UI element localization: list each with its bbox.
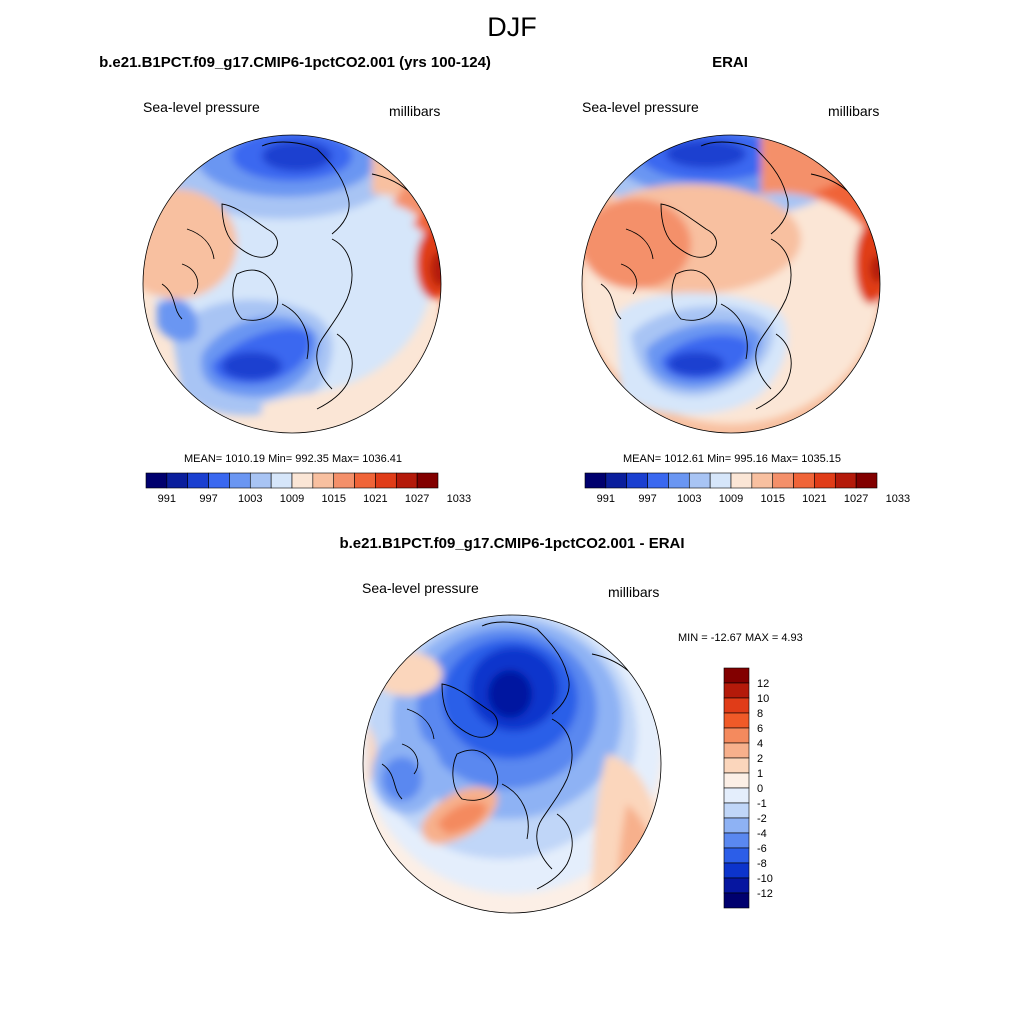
difference-colorbar-tick-label: -8 [757, 858, 767, 870]
panel-1-colorbar-tick-label: 997 [199, 493, 217, 505]
difference-colorbar-tick-label: 10 [757, 693, 769, 705]
panel-2-stats: MEAN= 1012.61 Min= 995.16 Max= 1035.15 [622, 453, 841, 465]
panel-1-colorbar-tick-label: 1003 [238, 493, 262, 505]
panel-1-colorbar-swatch [229, 472, 251, 489]
panel-2-colorbar-tick-label: 991 [597, 493, 615, 505]
difference-colorbar-swatch [723, 682, 750, 699]
panel-1-colorbar-swatch [354, 472, 376, 489]
panel-3-variable-label: Sea-level pressure [362, 580, 479, 596]
panel-1-colorbar-swatch [187, 472, 209, 489]
panel-1-stats: MEAN= 1010.19 Min= 992.35 Max= 1036.41 [183, 453, 402, 465]
page-title: DJF [487, 12, 537, 42]
panel-2-colorbar-tick-label: 997 [638, 493, 656, 505]
difference-colorbar-swatch [723, 802, 750, 819]
panel-2-variable-label: Sea-level pressure [582, 99, 699, 115]
panel-2-colorbar-swatch [834, 472, 857, 489]
panel-1-units-label: millibars [389, 103, 441, 119]
panel-1-colorbar-swatch [395, 472, 418, 489]
panel-1-colorbar-swatch [375, 472, 397, 489]
panel-2-colorbar-tick-label: 1027 [844, 493, 868, 505]
difference-colorbar-swatch [723, 757, 750, 774]
panel-2-colorbar-tick-label: 1009 [719, 493, 743, 505]
panel-1-colorbar-tick-label: 1015 [321, 493, 345, 505]
difference-colorbar-tick-label: -6 [757, 843, 767, 855]
difference-colorbar-tick-label: -10 [757, 873, 773, 885]
difference-colorbar-swatch [723, 862, 750, 879]
difference-colorbar-tick-label: -1 [757, 798, 767, 810]
panel-2-colorbar-swatch [668, 472, 690, 489]
difference-slp-map [362, 614, 662, 914]
difference-colorbar-swatch [723, 772, 750, 789]
panel-2-colorbar-swatch [814, 472, 836, 489]
panel-1-colorbar-tick-label: 1027 [405, 493, 429, 505]
panel-1-colorbar-tick-label: 1033 [447, 493, 471, 505]
panel-1-colorbar-swatch [166, 472, 189, 489]
panel-2-colorbar-swatch [751, 472, 774, 489]
panel-2-colorbar-swatch [626, 472, 648, 489]
panel-2-colorbar-swatch [584, 472, 607, 489]
difference-colorbar-swatch [723, 787, 750, 804]
difference-colorbar-swatch [723, 697, 750, 714]
panel-2-colorbar-swatch [730, 472, 753, 489]
panel-1-title: b.e21.B1PCT.f09_g17.CMIP6-1pctCO2.001 (y… [99, 54, 491, 71]
panel-2-units-label: millibars [828, 103, 880, 119]
panel-3-title: b.e21.B1PCT.f09_g17.CMIP6-1pctCO2.001 - … [339, 535, 685, 552]
panel-1-colorbar-swatch [270, 472, 293, 489]
panel-2-colorbar-swatch [855, 472, 878, 489]
panel-1-colorbar-swatch [333, 472, 355, 489]
panel-2-colorbar-tick-label: 1015 [760, 493, 784, 505]
difference-colorbar-swatch [723, 817, 750, 834]
panel-2-colorbar-swatch [709, 472, 732, 489]
difference-colorbar-swatch [723, 877, 750, 894]
panel-2-colorbar: 991 997 1003 1009 1015 1021 1027 1033 [584, 472, 910, 505]
model-slp-map [142, 134, 442, 434]
difference-colorbar-swatch [723, 742, 750, 759]
difference-colorbar-tick-label: 6 [757, 723, 763, 735]
panel-2-colorbar-swatch [605, 472, 628, 489]
panel-1-variable-label: Sea-level pressure [143, 99, 260, 115]
panel-3-stats: MIN = -12.67 MAX = 4.93 [678, 632, 803, 644]
difference-colorbar-tick-label: 0 [757, 783, 763, 795]
panel-1-colorbar-tick-label: 1009 [280, 493, 304, 505]
difference-colorbar-tick-label: -2 [757, 813, 767, 825]
difference-colorbar-swatch [723, 892, 750, 909]
panel-1-colorbar-swatch [208, 472, 230, 489]
difference-colorbar-tick-label: -4 [757, 828, 767, 840]
panel-1-colorbar-swatch [249, 472, 272, 489]
panel-2-colorbar-swatch [688, 472, 711, 489]
panel-1-colorbar-swatch [416, 472, 439, 489]
panel-2-colorbar-tick-label: 1021 [802, 493, 826, 505]
panel-3-units-label: millibars [608, 584, 660, 600]
panel-2-colorbar-tick-label: 1003 [677, 493, 701, 505]
difference-colorbar-tick-label: 1 [757, 768, 763, 780]
difference-colorbar-tick-label: 4 [757, 738, 763, 750]
panel-2-colorbar-swatch [647, 472, 669, 489]
panel-1-colorbar-swatch [145, 472, 168, 489]
panel-2-colorbar-swatch [772, 472, 794, 489]
panel-2-title: ERAI [712, 54, 748, 71]
difference-colorbar-tick-label: 8 [757, 708, 763, 720]
panel-2-colorbar-tick-label: 1033 [886, 493, 910, 505]
panel-1-colorbar-tick-label: 991 [158, 493, 176, 505]
panel-2-colorbar-swatch [793, 472, 815, 489]
difference-colorbar-swatch [723, 847, 750, 864]
panel-1-colorbar: 991 997 1003 1009 1015 1021 1027 1033 [145, 472, 471, 505]
erai-slp-map [581, 134, 881, 434]
panel-1-colorbar-swatch [312, 472, 335, 489]
difference-colorbar-swatch [723, 712, 750, 729]
difference-colorbar-tick-label: 2 [757, 753, 763, 765]
difference-colorbar-tick-label: 12 [757, 678, 769, 690]
panel-1-colorbar-swatch [291, 472, 314, 489]
difference-colorbar-swatch [723, 832, 750, 849]
difference-colorbar-swatch [723, 667, 750, 684]
difference-colorbar-swatch [723, 727, 750, 744]
difference-colorbar-tick-label: -12 [757, 888, 773, 900]
panel-1-colorbar-tick-label: 1021 [363, 493, 387, 505]
